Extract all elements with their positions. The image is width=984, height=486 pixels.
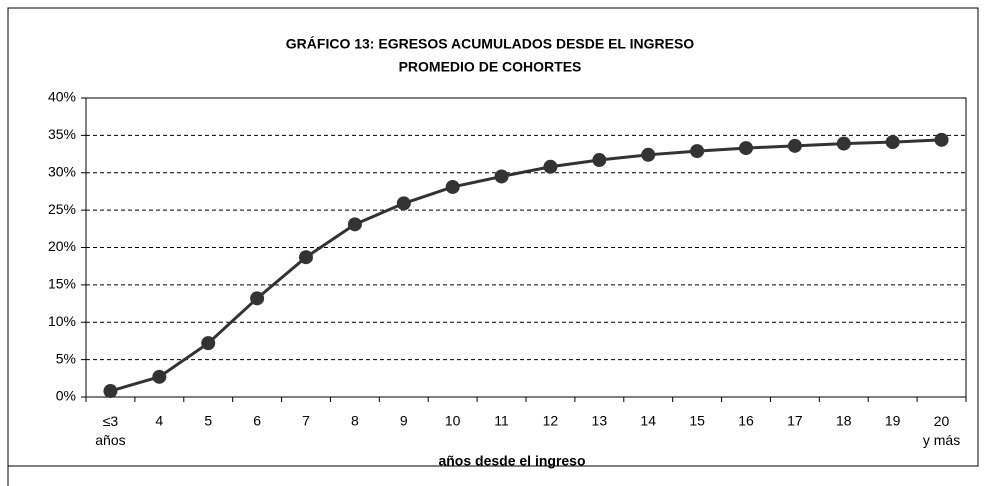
- x-tick-label: 10: [445, 413, 461, 429]
- marker: [347, 217, 362, 232]
- x-tick-label: ≤3 años: [95, 413, 125, 448]
- marker: [739, 141, 753, 156]
- x-tick-label: 20 y más: [923, 413, 960, 448]
- marker: [494, 169, 509, 184]
- x-tick-label: 5: [204, 413, 212, 429]
- x-tick-label: 4: [155, 413, 163, 429]
- marker: [201, 336, 216, 351]
- y-tick-label: 30%: [48, 163, 76, 179]
- y-tick-label: 0%: [56, 388, 76, 404]
- x-tick-label: 14: [640, 413, 656, 429]
- marker: [690, 144, 705, 159]
- x-tick-label: 11: [494, 413, 509, 429]
- marker: [543, 159, 558, 174]
- x-tick-label: 9: [400, 413, 408, 429]
- y-tick-label: 20%: [48, 238, 76, 254]
- x-tick-label: 12: [543, 413, 559, 429]
- chart-subtitle: PROMEDIO DE COHORTES: [399, 59, 582, 75]
- marker: [592, 153, 607, 168]
- y-tick-label: 15%: [48, 276, 76, 292]
- x-tick-label: 8: [351, 413, 359, 429]
- marker: [787, 138, 802, 153]
- x-tick-label: 13: [592, 413, 608, 429]
- marker: [250, 291, 265, 306]
- frame: [7, 7, 979, 467]
- x-tick-label: 7: [302, 413, 310, 429]
- y-tick-label: 25%: [48, 201, 76, 217]
- x-tick-label: 6: [253, 413, 261, 429]
- x-tick-label: 15: [689, 413, 705, 429]
- marker: [641, 147, 656, 162]
- y-tick-label: 5%: [56, 350, 76, 366]
- x-axis-label: años desde el ingreso: [438, 453, 585, 469]
- x-tick-label: 16: [738, 413, 754, 429]
- marker: [836, 136, 851, 151]
- line: [110, 138, 942, 393]
- y-tick-label: 10%: [48, 313, 76, 329]
- x-tick-label: 17: [787, 413, 803, 429]
- marker: [934, 132, 949, 147]
- x-tick-label: 18: [836, 413, 852, 429]
- marker: [103, 384, 118, 399]
- marker: [885, 135, 900, 150]
- y-tick-label: 40%: [48, 89, 76, 105]
- marker: [299, 250, 313, 265]
- y-tick-label: 35%: [48, 126, 76, 142]
- marker: [445, 179, 460, 194]
- x-tick-label: 19: [885, 413, 901, 429]
- marker: [396, 196, 411, 211]
- chart-title: GRÁFICO 13: EGRESOS ACUMULADOS DESDE EL …: [286, 36, 694, 52]
- marker: [152, 369, 167, 384]
